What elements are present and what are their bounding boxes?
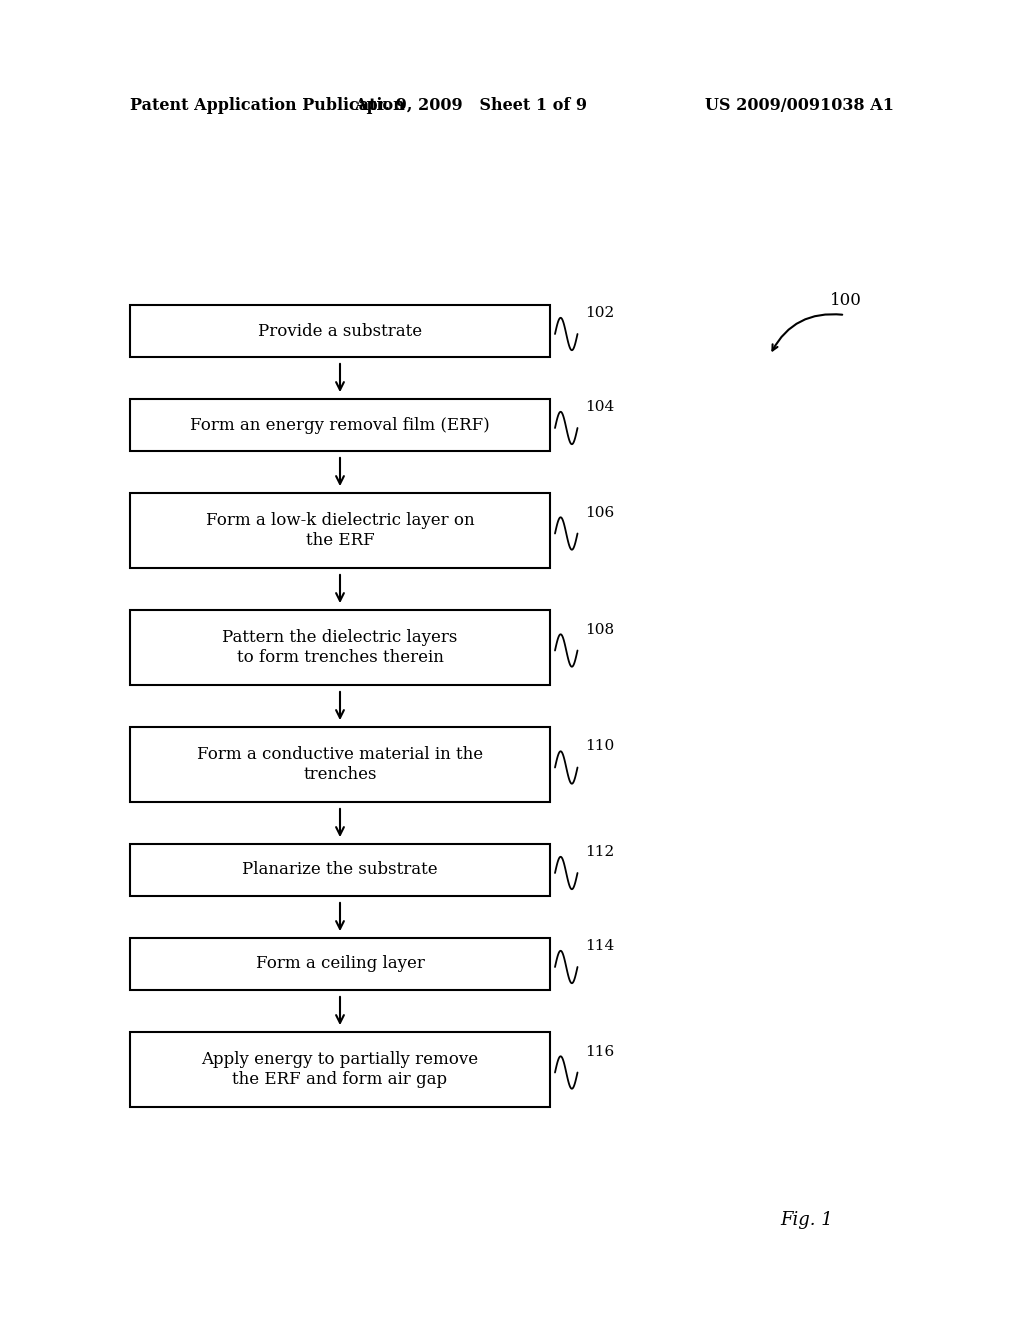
Text: 100: 100 <box>830 292 862 309</box>
Text: 104: 104 <box>585 400 614 414</box>
Text: US 2009/0091038 A1: US 2009/0091038 A1 <box>705 96 894 114</box>
Text: Pattern the dielectric layers
to form trenches therein: Pattern the dielectric layers to form tr… <box>222 630 458 665</box>
Text: Planarize the substrate: Planarize the substrate <box>243 862 438 879</box>
Text: Form a low-k dielectric layer on
the ERF: Form a low-k dielectric layer on the ERF <box>206 512 474 549</box>
Text: Provide a substrate: Provide a substrate <box>258 322 422 339</box>
Text: Form a ceiling layer: Form a ceiling layer <box>256 956 424 973</box>
Text: 106: 106 <box>585 506 614 520</box>
Text: Fig. 1: Fig. 1 <box>780 1210 833 1229</box>
Bar <box>130 939 550 990</box>
Bar <box>130 843 550 896</box>
Text: 102: 102 <box>585 306 614 319</box>
Text: Form an energy removal film (ERF): Form an energy removal film (ERF) <box>190 417 489 433</box>
Bar <box>130 399 550 451</box>
Text: Apply energy to partially remove
the ERF and form air gap: Apply energy to partially remove the ERF… <box>202 1051 478 1088</box>
Bar <box>130 727 550 803</box>
Text: 108: 108 <box>585 623 614 636</box>
Text: 116: 116 <box>585 1044 614 1059</box>
Bar <box>130 1032 550 1107</box>
Bar <box>130 610 550 685</box>
Text: Form a conductive material in the
trenches: Form a conductive material in the trench… <box>197 746 483 783</box>
Text: 114: 114 <box>585 939 614 953</box>
Text: 110: 110 <box>585 739 614 754</box>
Bar <box>130 305 550 356</box>
Text: Apr. 9, 2009   Sheet 1 of 9: Apr. 9, 2009 Sheet 1 of 9 <box>354 96 588 114</box>
Text: Patent Application Publication: Patent Application Publication <box>130 96 404 114</box>
Text: 112: 112 <box>585 845 614 859</box>
Bar <box>130 492 550 568</box>
